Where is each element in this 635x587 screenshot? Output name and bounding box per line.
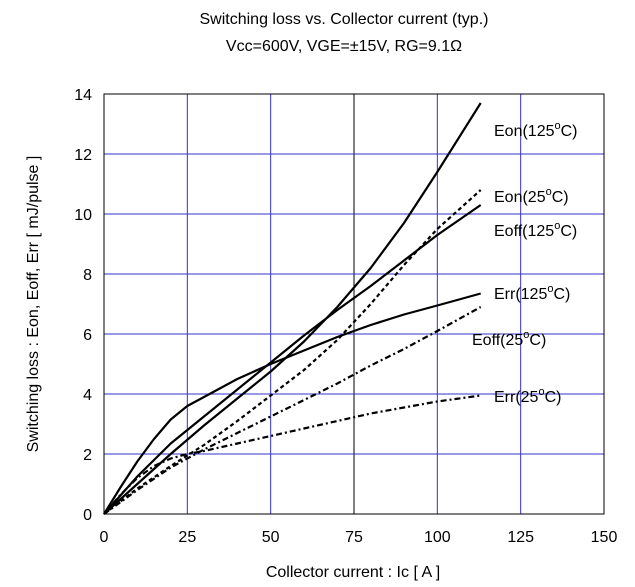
series-label: Eoff(25oC) [472, 329, 546, 349]
x-tick-label: 25 [178, 529, 196, 546]
y-axis-label: Switching loss : Eon, Eoff, Err [ mJ/pul… [25, 156, 42, 453]
series-label: Eon(25oC) [494, 186, 569, 206]
series-label: Eon(125oC) [494, 120, 578, 140]
y-tick-label: 4 [83, 387, 92, 404]
chart-title: Switching loss vs. Collector current (ty… [200, 11, 489, 28]
x-axis-label: Collector current : Ic [ A ] [266, 564, 440, 581]
series-line [103, 306, 482, 515]
series-label: Err(125oC) [494, 283, 570, 303]
series-line [103, 204, 482, 515]
y-tick-label: 6 [83, 327, 92, 344]
plot-frame [103, 93, 605, 515]
x-tick-label: 125 [507, 529, 534, 546]
series-label: Err(25oC) [494, 386, 561, 406]
chart-subtitle: Vcc=600V, VGE=±15V, RG=9.1Ω [226, 38, 462, 55]
tick-labels: 0 25 50 75 100 125 150 0 2 4 6 8 10 12 14 [74, 87, 617, 546]
series-line [103, 292, 481, 515]
x-tick-label: 150 [591, 529, 618, 546]
y-tick-label: 2 [83, 447, 92, 464]
series-lines [103, 102, 482, 515]
y-tick-label: 10 [74, 207, 92, 224]
y-tick-label: 0 [83, 507, 92, 524]
series-line [103, 394, 481, 515]
grid [104, 94, 604, 514]
series-line [103, 189, 482, 515]
x-tick-label: 0 [100, 529, 109, 546]
x-tick-label: 50 [262, 529, 280, 546]
y-tick-label: 8 [83, 267, 92, 284]
y-tick-label: 12 [74, 147, 92, 164]
x-tick-label: 75 [345, 529, 363, 546]
series-labels: Eon(125oC) Eon(25oC) Eoff(125oC) Err(125oC)… [472, 120, 578, 406]
series-label: Eoff(125oC) [494, 220, 577, 240]
y-tick-label: 14 [74, 87, 92, 104]
x-tick-label: 100 [424, 529, 451, 546]
